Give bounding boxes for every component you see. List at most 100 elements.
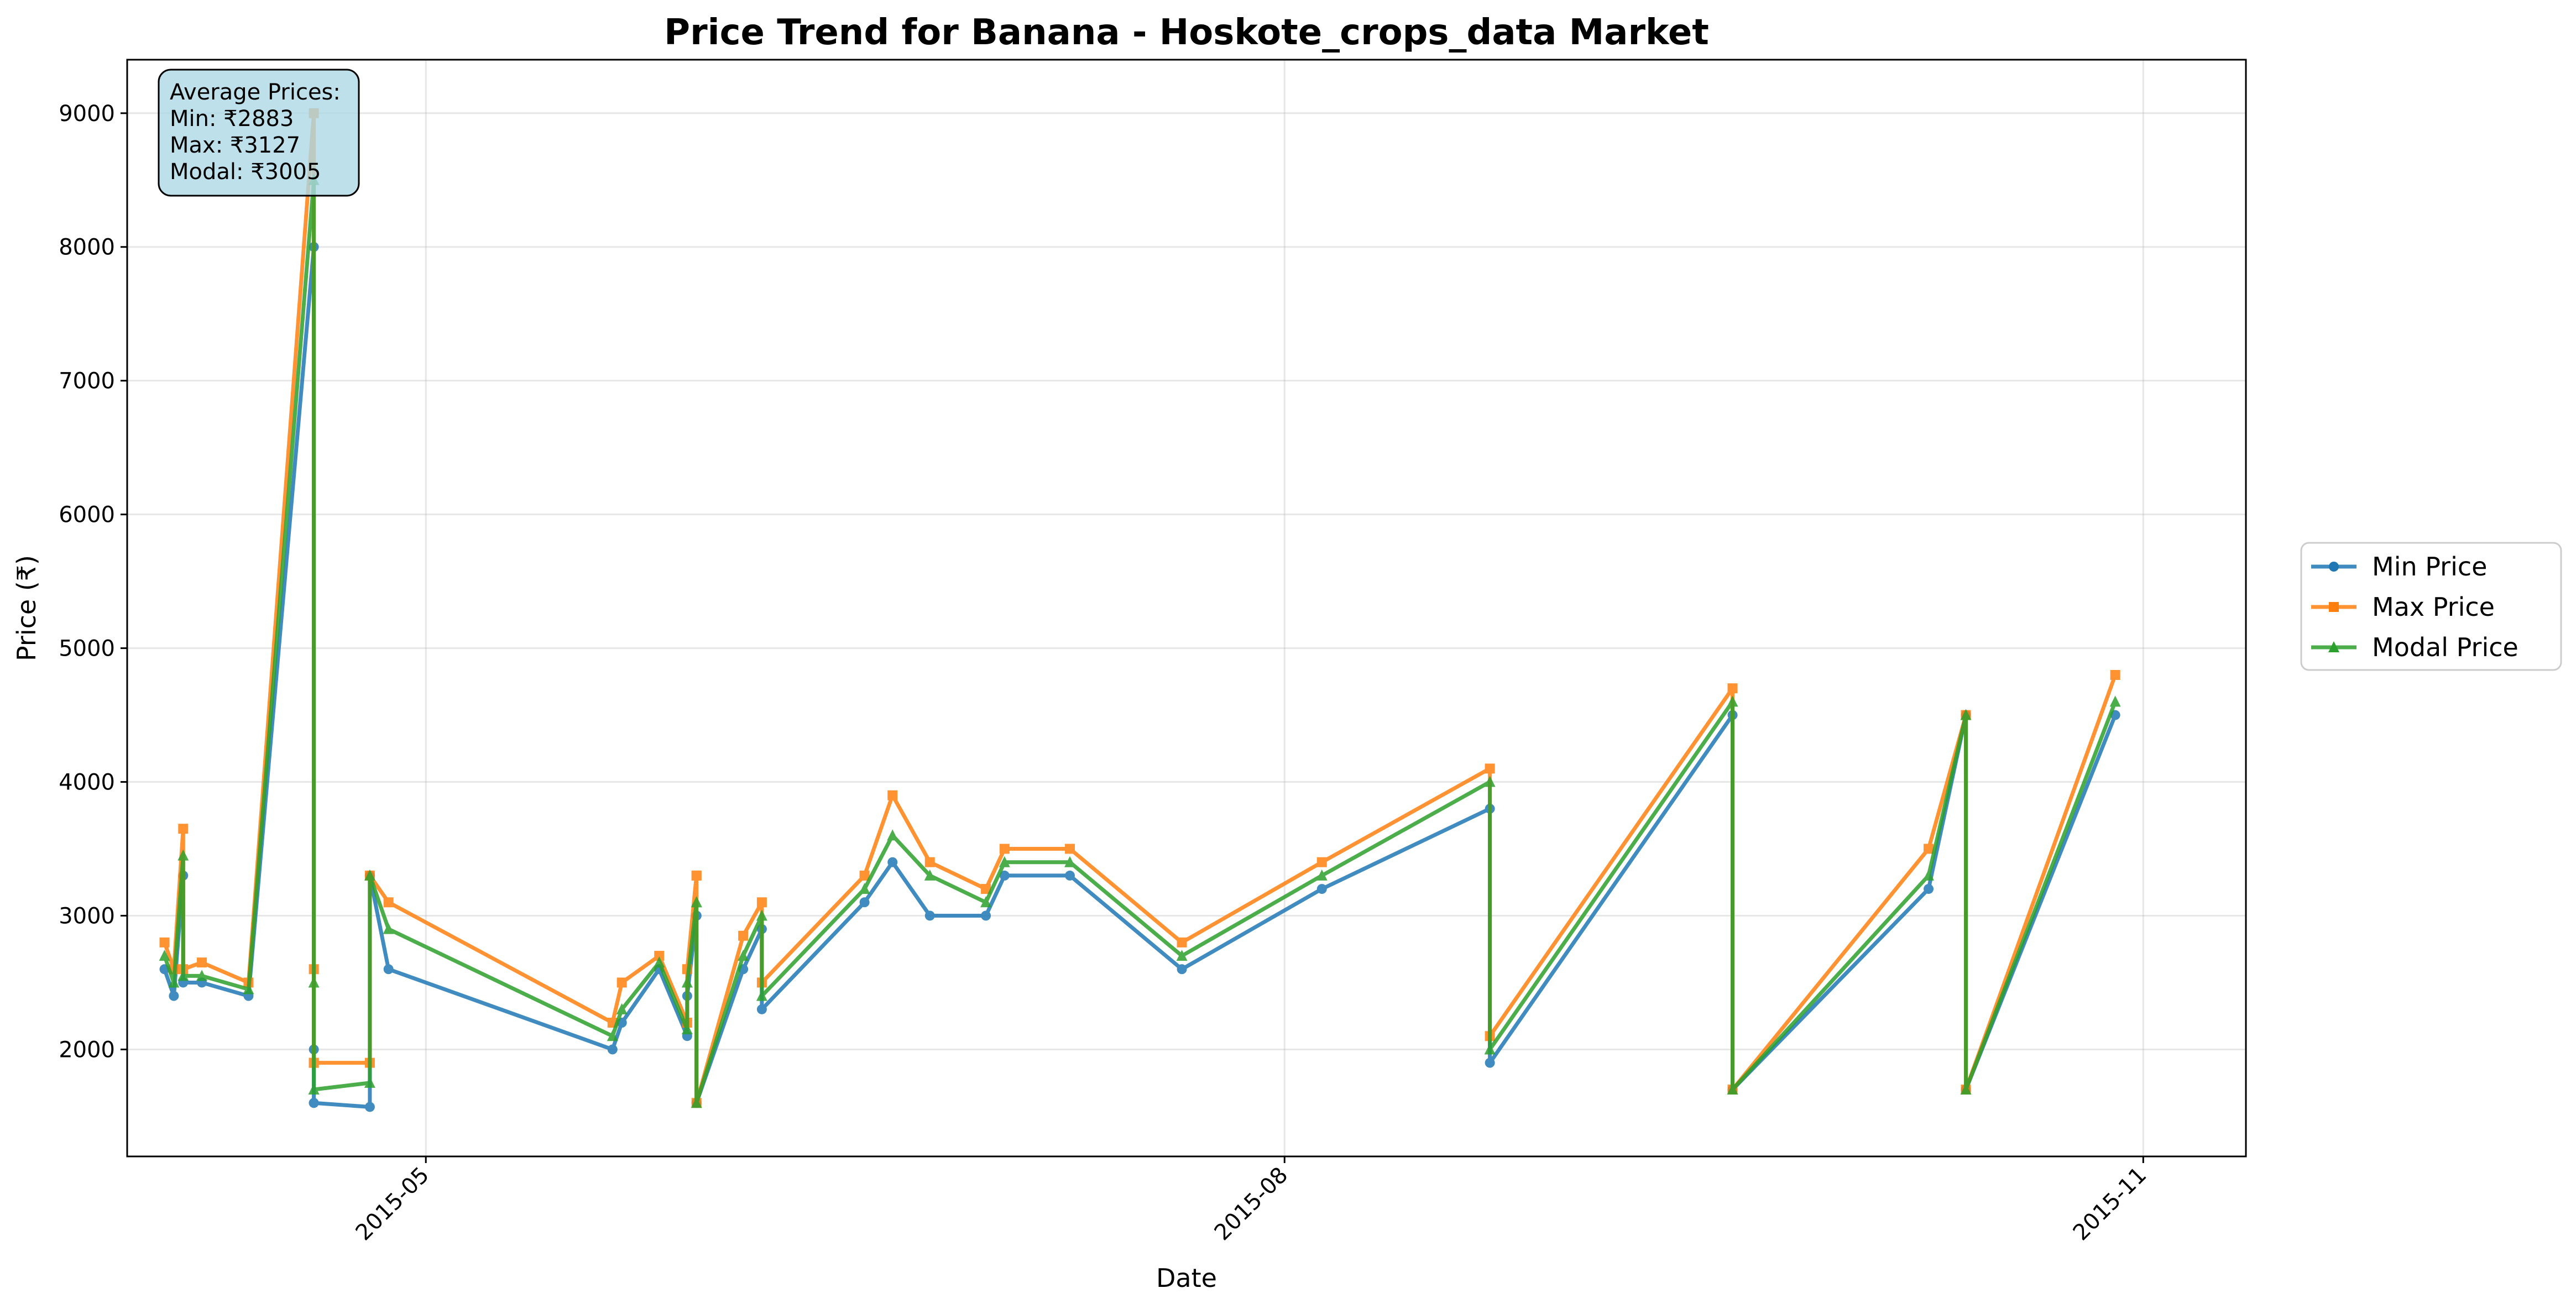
min-price-point	[1316, 884, 1327, 894]
max-price-point	[1064, 844, 1075, 854]
modal-price-point	[1316, 869, 1328, 881]
max-price-point	[999, 844, 1010, 854]
average-prices-heading: Average Prices:	[170, 80, 341, 105]
max-price-point	[981, 884, 991, 894]
legend-label-max-price: Max Price	[2372, 592, 2495, 622]
y-tick-label: 8000	[59, 235, 115, 260]
modal-price-point	[1064, 856, 1075, 867]
y-tick-label: 6000	[59, 502, 115, 528]
modal-price-point	[243, 983, 254, 994]
min-price-point	[309, 1098, 319, 1108]
y-tick-label: 7000	[59, 369, 115, 394]
modal-price-point	[364, 869, 375, 881]
modal-price-point	[738, 950, 749, 961]
max-price-point	[756, 897, 767, 908]
modal-price-point	[177, 849, 189, 861]
average-max-price: Max: ₹3127	[170, 133, 300, 158]
modal-price-point	[924, 869, 936, 881]
max-price-point	[691, 870, 702, 881]
max-price-point	[1924, 844, 1934, 854]
modal-price-point	[308, 976, 320, 988]
max-price-point	[859, 870, 870, 881]
modal-price-point	[1923, 869, 1935, 881]
legend-label-modal-price: Modal Price	[2372, 632, 2518, 662]
modal-price-point	[1960, 1083, 1972, 1095]
legend-marker-modal-price	[2328, 641, 2339, 652]
legend-marker-min-price	[2329, 562, 2339, 572]
modal-price-line	[163, 178, 2118, 1105]
modal-price-point	[2109, 695, 2121, 707]
grid	[127, 60, 2246, 1156]
min-price-point	[999, 870, 1010, 881]
max-price-point	[738, 930, 749, 941]
min-price-point	[607, 1044, 618, 1055]
modal-price-point	[681, 976, 693, 988]
modal-price-point	[607, 1030, 618, 1041]
max-price-point	[887, 790, 898, 800]
modal-price-point	[1176, 950, 1188, 961]
max-price-point	[1727, 683, 1738, 694]
modal-price-point	[887, 829, 898, 841]
min-price-point	[169, 991, 179, 1001]
max-price-point	[1177, 937, 1187, 947]
modal-price-point	[654, 956, 665, 968]
min-price-point	[756, 1004, 767, 1014]
max-price-point	[197, 957, 207, 968]
min-price-point	[1485, 1057, 1495, 1068]
x-axis-label: Date	[1156, 1263, 1217, 1293]
average-modal-price: Modal: ₹3005	[170, 159, 321, 185]
max-price-point	[616, 977, 627, 988]
min-price-point	[1064, 870, 1075, 881]
modal-price-point	[364, 1076, 375, 1088]
modal-price-point	[691, 1097, 702, 1108]
modal-price-point	[980, 896, 992, 908]
max-price-point	[159, 937, 170, 947]
legend: Min Price Max Price Modal Price	[2300, 542, 2562, 671]
min-price-point	[364, 1102, 375, 1112]
legend-marker-max-price	[2329, 602, 2339, 612]
min-price-point	[1177, 964, 1187, 975]
y-tick-label: 3000	[59, 903, 115, 929]
modal-price-point	[1727, 695, 1738, 707]
average-min-price: Min: ₹2883	[170, 106, 294, 132]
modal-price-point	[1960, 709, 1972, 720]
min-price-point	[859, 897, 870, 908]
modal-price-point	[159, 950, 170, 961]
modal-price-point	[681, 1023, 693, 1035]
min-price-point	[1924, 884, 1934, 894]
modal-price-point	[756, 989, 767, 1001]
y-tick-label: 4000	[59, 770, 115, 795]
max-price-point	[654, 951, 665, 961]
max-price-point	[2110, 669, 2120, 680]
legend-box	[2300, 542, 2562, 671]
max-price-point	[178, 824, 189, 834]
modal-price-point	[196, 970, 208, 981]
modal-price-point	[691, 896, 702, 908]
series-layer	[159, 108, 2121, 1112]
modal-price-point	[1484, 776, 1496, 787]
min-price-point	[887, 857, 898, 867]
chart-title: Price Trend for Banana - Hoskote_crops_d…	[664, 12, 1709, 53]
min-price-point	[383, 964, 394, 975]
average-prices-background	[158, 69, 360, 197]
y-axis-label: Price (₹)	[12, 555, 41, 661]
max-price-point	[383, 897, 394, 908]
series-modal-price	[159, 174, 2121, 1108]
plot-frame	[126, 59, 2247, 1158]
modal-price-point	[616, 1003, 628, 1014]
modal-price-point	[756, 909, 767, 921]
modal-price-point	[1727, 1083, 1738, 1095]
modal-price-point	[168, 976, 180, 988]
modal-price-point	[177, 970, 189, 981]
modal-price-point	[999, 856, 1010, 867]
legend-label-min-price: Min Price	[2372, 552, 2487, 582]
max-price-point	[1485, 763, 1495, 774]
min-price-point	[924, 910, 935, 921]
modal-price-point	[383, 923, 394, 934]
modal-price-point	[308, 1083, 320, 1095]
max-price-point	[924, 857, 935, 867]
modal-price-point	[1484, 1043, 1496, 1055]
min-price-point	[981, 910, 991, 921]
